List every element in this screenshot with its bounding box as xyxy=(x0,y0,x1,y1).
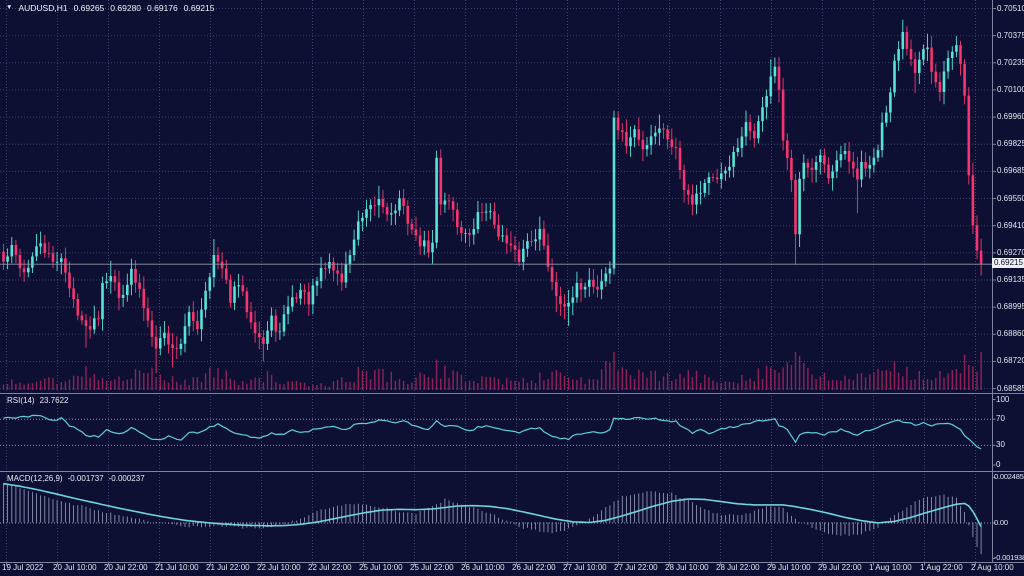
macd-signal-line xyxy=(3,482,982,528)
price-axis-label: 0.68995 xyxy=(997,302,1024,312)
macd-indicator-name: MACD(12,26,9) xyxy=(7,474,63,483)
rsi-scale-label: 0 xyxy=(996,460,1001,469)
candlestick-plot xyxy=(2,19,983,374)
price-axis-label: 0.70100 xyxy=(997,84,1024,94)
time-axis-label: 25 Jul 22:00 xyxy=(410,563,454,572)
price-axis-label: 0.69825 xyxy=(997,139,1024,149)
time-axis-label: 29 Jul 10:00 xyxy=(767,563,811,572)
time-axis-label: 2 Aug 10:00 xyxy=(971,563,1014,572)
time-axis-label: 27 Jul 10:00 xyxy=(563,563,607,572)
price-axis-label: 0.68720 xyxy=(997,356,1024,366)
time-axis-label: 21 Jul 22:00 xyxy=(206,563,250,572)
macd-scale-label: -0.001938 xyxy=(994,553,1024,563)
rsi-indicator-value: 23.7622 xyxy=(39,396,69,405)
bear-wicks xyxy=(3,26,982,374)
rsi-line xyxy=(3,414,982,450)
rsi-indicator-name: RSI(14) xyxy=(7,396,35,405)
time-axis-label: 28 Jul 22:00 xyxy=(716,563,760,572)
macd-scale-label: 0.002485 xyxy=(994,472,1024,482)
grid-lines xyxy=(0,0,992,562)
macd-indicator-value-signal: -0.000237 xyxy=(108,474,145,483)
ohlc-high-value: 0.69280 xyxy=(110,3,142,13)
macd-indicator-label: MACD(12,26,9) -0.001737 -0.000237 xyxy=(7,474,145,483)
price-axis-label: 0.69135 xyxy=(997,275,1024,284)
indicator-level-lines xyxy=(0,418,992,524)
time-axis-label: 21 Jul 10:00 xyxy=(155,563,199,572)
time-axis-label: 28 Jul 10:00 xyxy=(665,563,709,572)
ohlc-low-value: 0.69176 xyxy=(147,3,178,13)
current-price-tag: 0.69215 xyxy=(992,258,1024,269)
price-axis-label: 0.68860 xyxy=(997,329,1024,339)
ohlc-close-value: 0.69215 xyxy=(183,3,215,13)
macd-scale-label: 0.00 xyxy=(994,518,1008,527)
time-axis-label: 20 Jul 22:00 xyxy=(104,563,148,572)
price-axis-label: 0.69960 xyxy=(997,112,1024,122)
bull-wicks xyxy=(7,19,957,356)
price-axis-label: 0.69685 xyxy=(997,166,1024,176)
rsi-scale-label: 70 xyxy=(996,414,1005,424)
price-axis-label: 0.70510 xyxy=(997,3,1024,13)
time-axis-label: 27 Jul 22:00 xyxy=(614,563,658,572)
symbol-dropdown-icon[interactable]: ▼ xyxy=(6,4,13,11)
macd-histogram xyxy=(3,482,982,555)
price-axis-label: 0.69410 xyxy=(997,220,1024,230)
time-axis-label: 1 Aug 10:00 xyxy=(869,563,912,572)
rsi-scale-label: 30 xyxy=(996,440,1005,450)
time-axis-label: 20 Jul 10:00 xyxy=(53,563,97,572)
rsi-scale-label: 100 xyxy=(996,394,1010,404)
bear-bodies xyxy=(2,32,983,349)
bull-bodies xyxy=(6,32,958,349)
time-axis-label: 26 Jul 22:00 xyxy=(512,563,556,572)
time-axis-label: 22 Jul 10:00 xyxy=(257,563,301,572)
price-axis-label: 0.68585 xyxy=(997,383,1024,393)
price-axis-label: 0.69270 xyxy=(997,247,1024,257)
time-axis-label: 19 Jul 2022 xyxy=(2,563,44,572)
price-axis-label: 0.69550 xyxy=(997,193,1024,203)
time-axis-label: 1 Aug 22:00 xyxy=(920,563,963,572)
time-axis-label: 25 Jul 10:00 xyxy=(359,563,403,572)
chart-header: ▼ AUDUSD,H1 0.69265 0.69280 0.69176 0.69… xyxy=(6,3,215,13)
time-axis-label: 29 Jul 22:00 xyxy=(818,563,862,572)
time-axis-label: 26 Jul 10:00 xyxy=(461,563,505,572)
price-axis-label: 0.70375 xyxy=(997,30,1024,40)
volume-bars xyxy=(2,352,982,390)
symbol-timeframe-label: AUDUSD,H1 xyxy=(18,3,68,13)
time-axis-label: 22 Jul 22:00 xyxy=(308,563,352,572)
ohlc-open-value: 0.69265 xyxy=(73,3,105,13)
rsi-indicator-label: RSI(14) 23.7622 xyxy=(7,396,68,405)
macd-indicator-value-main: -0.001737 xyxy=(67,474,104,483)
price-axis-label: 0.70235 xyxy=(997,57,1024,67)
